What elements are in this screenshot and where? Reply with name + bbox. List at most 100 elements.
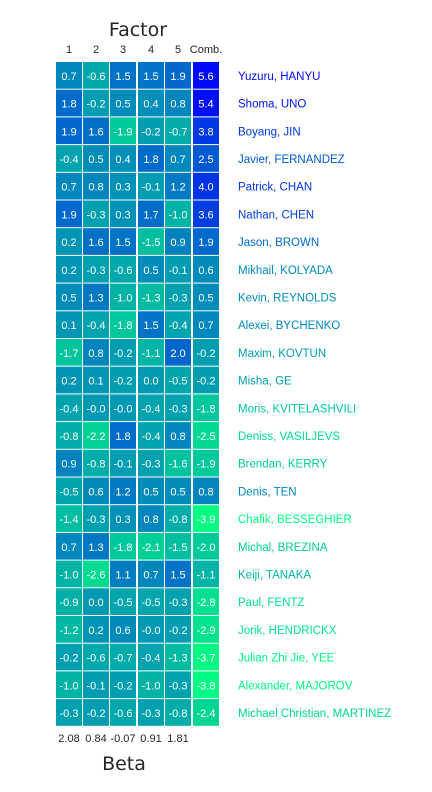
heatmap-cell bbox=[165, 200, 191, 228]
cell-value-label: -0.3 bbox=[142, 459, 161, 471]
heatmap-cell bbox=[138, 616, 164, 643]
cell-value-label: -1.8 bbox=[114, 320, 133, 332]
heatmap-cell bbox=[83, 283, 109, 311]
cell-value-label: -0.7 bbox=[169, 126, 188, 138]
cell-value-label: 0.0 bbox=[143, 376, 158, 388]
heatmap-cell bbox=[138, 145, 164, 172]
row-label: Javier, FERNANDEZ bbox=[238, 154, 345, 166]
heatmap-cell bbox=[110, 422, 136, 449]
heatmap-cell bbox=[165, 145, 191, 172]
cell-value-label: 0.6 bbox=[198, 265, 213, 277]
cell-value-label: 0.3 bbox=[115, 182, 130, 194]
row-label: Keiji, TANAKA bbox=[238, 569, 311, 581]
heatmap-cell bbox=[110, 145, 136, 172]
heatmap-cell bbox=[83, 643, 109, 671]
heatmap-cell bbox=[193, 449, 219, 477]
cell-value-label: 0.7 bbox=[61, 71, 76, 83]
cell-value-label: -0.4 bbox=[60, 154, 79, 166]
heatmap-cell bbox=[56, 89, 82, 117]
heatmap-cell bbox=[193, 671, 219, 699]
cell-value-label: -0.3 bbox=[169, 597, 188, 609]
cell-value-label: 1.8 bbox=[115, 431, 130, 443]
heatmap-cell bbox=[138, 228, 164, 255]
heatmap-cell bbox=[83, 145, 109, 172]
heatmap-cell bbox=[110, 394, 136, 422]
heatmap-cell bbox=[110, 449, 136, 477]
heatmap-cell bbox=[83, 532, 109, 560]
cell-value-label: 0.2 bbox=[61, 237, 76, 249]
cell-value-label: -1.0 bbox=[142, 680, 161, 692]
heatmap-cell bbox=[110, 62, 136, 89]
cell-value-label: 1.6 bbox=[88, 237, 103, 249]
row-label: Yuzuru, HANYU bbox=[238, 71, 320, 83]
column-headers: 1 2 3 4 5 Comb. bbox=[66, 44, 222, 56]
cell-value-label: -0.8 bbox=[87, 459, 106, 471]
heatmap-cell bbox=[56, 228, 82, 255]
heatmap-cell bbox=[165, 339, 191, 366]
cell-value-label: -2.8 bbox=[197, 597, 216, 609]
cell-value-label: 0.2 bbox=[61, 376, 76, 388]
column-header: 3 bbox=[120, 44, 126, 56]
cell-value-label: -3.8 bbox=[197, 680, 216, 692]
row-label: Michal, BREZINA bbox=[238, 542, 328, 554]
cell-value-label: -1.7 bbox=[60, 348, 79, 360]
heatmap-cell bbox=[56, 200, 82, 228]
heatmap-cell bbox=[165, 616, 191, 643]
row-label: Julian Zhi Jie, YEE bbox=[238, 653, 335, 665]
heatmap-cell bbox=[165, 699, 191, 726]
cell-value-label: 1.1 bbox=[115, 569, 130, 581]
row-label: Jason, BROWN bbox=[238, 237, 319, 249]
row-label: Deniss, VASILJEVS bbox=[238, 431, 340, 443]
column-header: 1 bbox=[66, 44, 72, 56]
row-label: Alexei, BYCHENKO bbox=[238, 320, 340, 332]
cell-value-label: -0.3 bbox=[169, 680, 188, 692]
cell-value-label: 5.6 bbox=[198, 71, 213, 83]
cell-value-label: -0.3 bbox=[87, 265, 106, 277]
heatmap-cell bbox=[193, 532, 219, 560]
cell-value-label: -2.5 bbox=[197, 431, 216, 443]
heatmap-cell bbox=[83, 616, 109, 643]
cell-value-label: 1.3 bbox=[88, 292, 103, 304]
cell-value-label: -0.7 bbox=[114, 653, 133, 665]
beta-value: 0.91 bbox=[140, 733, 161, 745]
cell-value-label: 0.3 bbox=[115, 209, 130, 221]
heatmap-cell bbox=[165, 366, 191, 394]
row-label: Kevin, REYNOLDS bbox=[238, 292, 337, 304]
cell-value-label: 0.5 bbox=[143, 265, 158, 277]
heatmap-cell bbox=[83, 200, 109, 228]
heatmap-cell bbox=[165, 671, 191, 699]
cell-value-label: -0.2 bbox=[114, 348, 133, 360]
column-header: 5 bbox=[175, 44, 181, 56]
column-header: Comb. bbox=[190, 44, 222, 56]
cell-value-label: 4.0 bbox=[198, 182, 213, 194]
row-labels: Yuzuru, HANYU Shoma, UNO Boyang, JIN Javier… bbox=[238, 71, 391, 720]
heatmap-cell bbox=[56, 588, 82, 615]
row-label: Maxim, KOVTUN bbox=[238, 348, 326, 360]
cell-value-label: -0.5 bbox=[60, 486, 79, 498]
heatmap-cell bbox=[83, 671, 109, 699]
cell-value-label: 1.9 bbox=[170, 71, 185, 83]
cell-value-label: -0.3 bbox=[87, 514, 106, 526]
heatmap-cell bbox=[110, 172, 136, 200]
heatmap-cell bbox=[165, 449, 191, 477]
cell-value-label: 1.6 bbox=[88, 126, 103, 138]
row-label: Moris, KVITELASHVILI bbox=[238, 403, 356, 415]
cell-value-label: 0.9 bbox=[61, 459, 76, 471]
cell-value-label: -0.3 bbox=[87, 209, 106, 221]
cell-value-label: 3.6 bbox=[198, 209, 213, 221]
chart-title: Factor bbox=[109, 19, 167, 41]
heatmap-cell bbox=[193, 311, 219, 338]
heatmap-cell bbox=[165, 643, 191, 671]
cell-value-label: -2.0 bbox=[197, 542, 216, 554]
heatmap-cell bbox=[138, 200, 164, 228]
heatmap-cell bbox=[193, 560, 219, 588]
heatmap-cell bbox=[110, 560, 136, 588]
heatmap-cell bbox=[165, 172, 191, 200]
heatmap-cell bbox=[193, 200, 219, 228]
heatmap-cell bbox=[83, 588, 109, 615]
cell-value-label: 0.8 bbox=[170, 431, 185, 443]
cell-value-label: 1.5 bbox=[115, 71, 130, 83]
heatmap-cell bbox=[138, 394, 164, 422]
heatmap-cell bbox=[110, 505, 136, 532]
cell-value-label: 0.7 bbox=[143, 569, 158, 581]
